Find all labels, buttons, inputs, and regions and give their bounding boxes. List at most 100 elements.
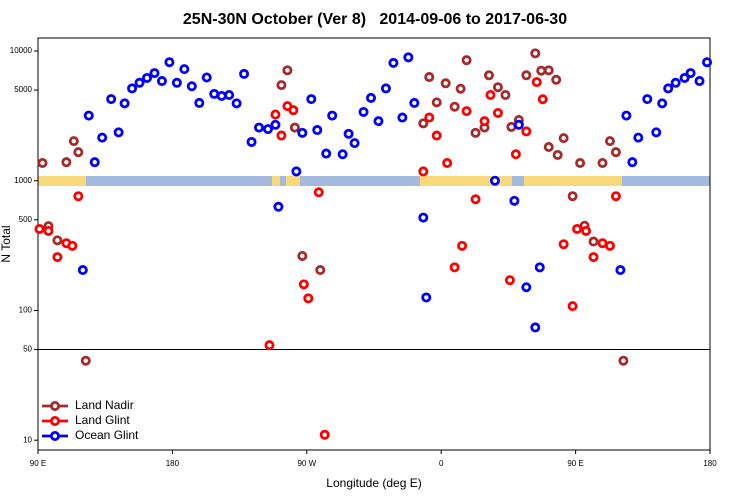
- point: [604, 240, 615, 251]
- point: [194, 97, 205, 108]
- point: [485, 90, 496, 101]
- point: [581, 225, 592, 236]
- point: [319, 429, 330, 440]
- point: [521, 282, 532, 293]
- point: [97, 132, 108, 143]
- point: [349, 138, 360, 149]
- point: [449, 262, 460, 273]
- point: [551, 74, 562, 85]
- point: [694, 76, 705, 87]
- point: [134, 77, 145, 88]
- point: [509, 195, 520, 206]
- point: [567, 191, 578, 202]
- point: [388, 57, 399, 68]
- point: [291, 166, 302, 177]
- point: [52, 235, 63, 246]
- point: [179, 64, 190, 75]
- x-axis-label: Longitude (deg E): [326, 476, 421, 490]
- point: [424, 72, 435, 83]
- land-strip: [286, 176, 300, 186]
- series: [37, 48, 629, 366]
- y-tick-label: 50: [23, 345, 32, 354]
- point: [37, 158, 48, 169]
- point: [327, 110, 338, 121]
- y-tick-label: 100: [19, 306, 33, 315]
- point: [282, 65, 293, 76]
- point: [149, 68, 160, 79]
- y-tick-label: 500: [19, 215, 33, 224]
- point: [127, 83, 138, 94]
- point: [119, 98, 130, 109]
- point: [270, 109, 281, 120]
- point: [276, 80, 287, 91]
- point: [34, 223, 45, 234]
- legend-marker: [50, 430, 61, 441]
- y-tick-label: 5000: [14, 85, 32, 94]
- point: [366, 92, 377, 103]
- legend-label: Land Glint: [75, 413, 130, 427]
- x-tick-label: 90 E: [30, 459, 46, 468]
- point: [604, 136, 615, 147]
- point: [337, 149, 348, 160]
- point: [321, 148, 332, 159]
- point: [73, 147, 84, 158]
- point: [397, 112, 408, 123]
- x-tick-label: 180: [703, 459, 717, 468]
- legend-label: Ocean Glint: [75, 428, 139, 442]
- point: [418, 212, 429, 223]
- legend-label: Land Nadir: [75, 398, 134, 412]
- point: [642, 94, 653, 105]
- land-strip: [272, 176, 280, 186]
- point: [543, 65, 554, 76]
- point: [492, 107, 503, 118]
- land-strip: [420, 176, 512, 186]
- point: [43, 225, 54, 236]
- point: [510, 149, 521, 160]
- point: [558, 239, 569, 250]
- point: [216, 91, 227, 102]
- point: [534, 262, 545, 273]
- series: [77, 52, 713, 333]
- point: [663, 83, 674, 94]
- point: [500, 90, 511, 101]
- point: [418, 118, 429, 129]
- map-strip: [38, 176, 710, 186]
- point: [470, 194, 481, 205]
- point: [627, 157, 638, 168]
- point: [431, 97, 442, 108]
- point: [264, 340, 275, 351]
- point: [73, 191, 84, 202]
- point: [52, 252, 63, 263]
- point: [449, 101, 460, 112]
- point: [651, 127, 662, 138]
- point: [567, 301, 578, 312]
- x-tick-label: 0: [439, 459, 444, 468]
- point: [610, 191, 621, 202]
- point: [424, 112, 435, 123]
- point: [521, 126, 532, 137]
- point: [303, 293, 314, 304]
- point: [288, 105, 299, 116]
- point: [610, 147, 621, 158]
- point: [171, 77, 182, 88]
- y-tick-label: 1000: [14, 176, 32, 185]
- point: [575, 158, 586, 169]
- point: [461, 55, 472, 66]
- legend-marker: [50, 415, 61, 426]
- point: [521, 70, 532, 81]
- point: [289, 122, 300, 133]
- point: [552, 149, 563, 160]
- point: [455, 83, 466, 94]
- point: [270, 119, 281, 130]
- point: [461, 106, 472, 117]
- point: [239, 68, 250, 79]
- point: [479, 116, 490, 127]
- point: [156, 76, 167, 87]
- point: [504, 275, 515, 286]
- point: [558, 133, 569, 144]
- point: [588, 236, 599, 247]
- point: [297, 250, 308, 261]
- point: [489, 175, 500, 186]
- point: [142, 72, 153, 83]
